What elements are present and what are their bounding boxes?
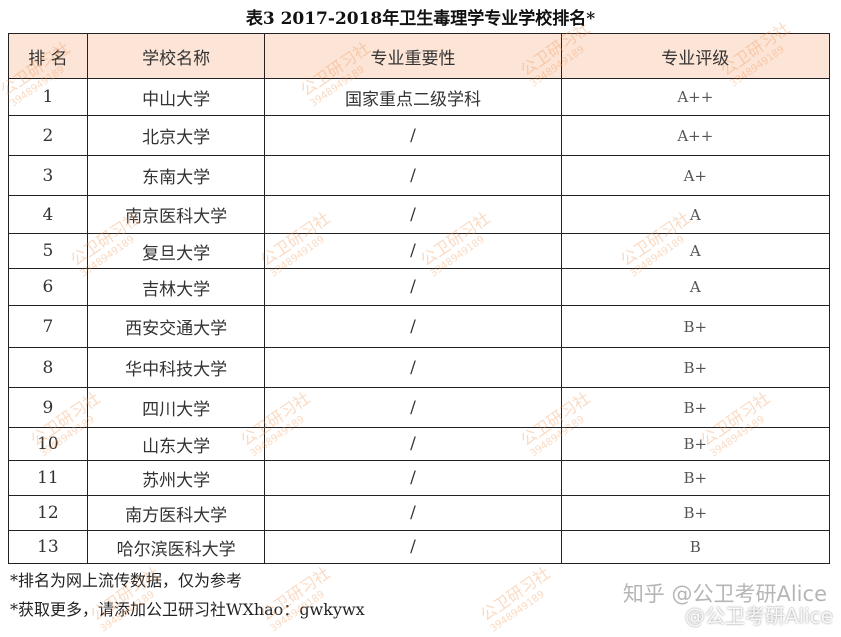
rank-cell: 9 xyxy=(8,387,88,428)
watermark-number: 3948949189 xyxy=(488,589,547,635)
importance-cell: / xyxy=(264,155,562,196)
rank-cell: 4 xyxy=(8,195,88,234)
table-row: 7 西安交通大学 / B+ xyxy=(8,305,831,348)
table-row: 9 四川大学 / B+ xyxy=(8,387,831,428)
footnote: *获取更多，请添加公卫研习社WXhao：gwkywx xyxy=(10,600,365,619)
grade-cell: A xyxy=(560,268,831,306)
table-header-row: 排 名 学校名称 专业重要性 专业评级 xyxy=(8,33,831,79)
grade-cell: B xyxy=(560,530,831,564)
header-importance: 专业重要性 xyxy=(264,33,562,79)
school-cell: 华中科技大学 xyxy=(86,347,266,388)
school-cell: 南方医科大学 xyxy=(86,495,266,531)
grade-cell: B+ xyxy=(560,495,831,531)
importance-cell: / xyxy=(264,347,562,388)
table-row: 6 吉林大学 / A xyxy=(8,268,831,306)
grade-cell: B+ xyxy=(560,387,831,428)
school-cell: 苏州大学 xyxy=(86,460,266,496)
header-rank: 排 名 xyxy=(8,33,88,79)
rank-cell: 12 xyxy=(8,495,88,531)
school-cell: 复旦大学 xyxy=(86,233,266,269)
zhihu-attribution: 知乎 @公卫考研Alice xyxy=(622,582,827,606)
importance-cell: / xyxy=(264,495,562,531)
grade-cell: B+ xyxy=(560,427,831,461)
importance-cell: / xyxy=(264,195,562,234)
weibo-attribution: @公卫考研Alice xyxy=(684,604,833,628)
importance-cell: 国家重点二级学科 xyxy=(264,78,562,116)
table-title: 表3 2017-2018年卫生毒理学专业学校排名* xyxy=(245,9,596,29)
grade-cell: B+ xyxy=(560,347,831,388)
importance-cell: / xyxy=(264,268,562,306)
grade-cell: A xyxy=(560,195,831,234)
grade-cell: A++ xyxy=(560,78,831,116)
importance-cell: / xyxy=(264,305,562,348)
rank-cell: 5 xyxy=(8,233,88,269)
ranking-table: 排 名 学校名称 专业重要性 专业评级 1 中山大学 国家重点二级学科 A++ 2 北京大… xyxy=(8,33,831,564)
importance-cell: / xyxy=(264,115,562,156)
rank-cell: 10 xyxy=(8,427,88,461)
importance-cell: / xyxy=(264,233,562,269)
rank-cell: 6 xyxy=(8,268,88,306)
importance-cell: / xyxy=(264,530,562,564)
school-cell: 东南大学 xyxy=(86,155,266,196)
school-cell: 中山大学 xyxy=(86,78,266,116)
school-cell: 西安交通大学 xyxy=(86,305,266,348)
grade-cell: B+ xyxy=(560,305,831,348)
school-cell: 四川大学 xyxy=(86,387,266,428)
table-row: 10 山东大学 / B+ xyxy=(8,427,831,461)
watermark-text: 公卫研习社 xyxy=(476,563,554,625)
table-row: 12 南方医科大学 / B+ xyxy=(8,495,831,531)
school-cell: 哈尔滨医科大学 xyxy=(86,530,266,564)
header-grade: 专业评级 xyxy=(560,33,831,79)
importance-cell: / xyxy=(264,460,562,496)
rank-cell: 11 xyxy=(8,460,88,496)
grade-cell: A xyxy=(560,233,831,269)
rank-cell: 7 xyxy=(8,305,88,348)
table-row: 13 哈尔滨医科大学 / B xyxy=(8,530,831,564)
table-row: 11 苏州大学 / B+ xyxy=(8,460,831,496)
watermark: 公卫研习社 3948949189 xyxy=(476,563,562,637)
table-row: 2 北京大学 / A++ xyxy=(8,115,831,156)
school-cell: 北京大学 xyxy=(86,115,266,156)
school-cell: 吉林大学 xyxy=(86,268,266,306)
rank-cell: 2 xyxy=(8,115,88,156)
table-row: 8 华中科技大学 / B+ xyxy=(8,347,831,388)
importance-cell: / xyxy=(264,387,562,428)
school-cell: 南京医科大学 xyxy=(86,195,266,234)
rank-cell: 8 xyxy=(8,347,88,388)
table-row: 4 南京医科大学 / A xyxy=(8,195,831,234)
table-row: 1 中山大学 国家重点二级学科 A++ xyxy=(8,78,831,116)
importance-cell: / xyxy=(264,427,562,461)
table-row: 3 东南大学 / A+ xyxy=(8,155,831,196)
grade-cell: B+ xyxy=(560,460,831,496)
rank-cell: 13 xyxy=(8,530,88,564)
header-school: 学校名称 xyxy=(86,33,266,79)
footnote: *排名为网上流传数据，仅为参考 xyxy=(10,571,243,590)
rank-cell: 3 xyxy=(8,155,88,196)
footnotes: *排名为网上流传数据，仅为参考 *获取更多，请添加公卫研习社WXhao：gwky… xyxy=(10,566,365,624)
rank-cell: 1 xyxy=(8,78,88,116)
grade-cell: A++ xyxy=(560,115,831,156)
school-cell: 山东大学 xyxy=(86,427,266,461)
grade-cell: A+ xyxy=(560,155,831,196)
table-row: 5 复旦大学 / A xyxy=(8,233,831,269)
